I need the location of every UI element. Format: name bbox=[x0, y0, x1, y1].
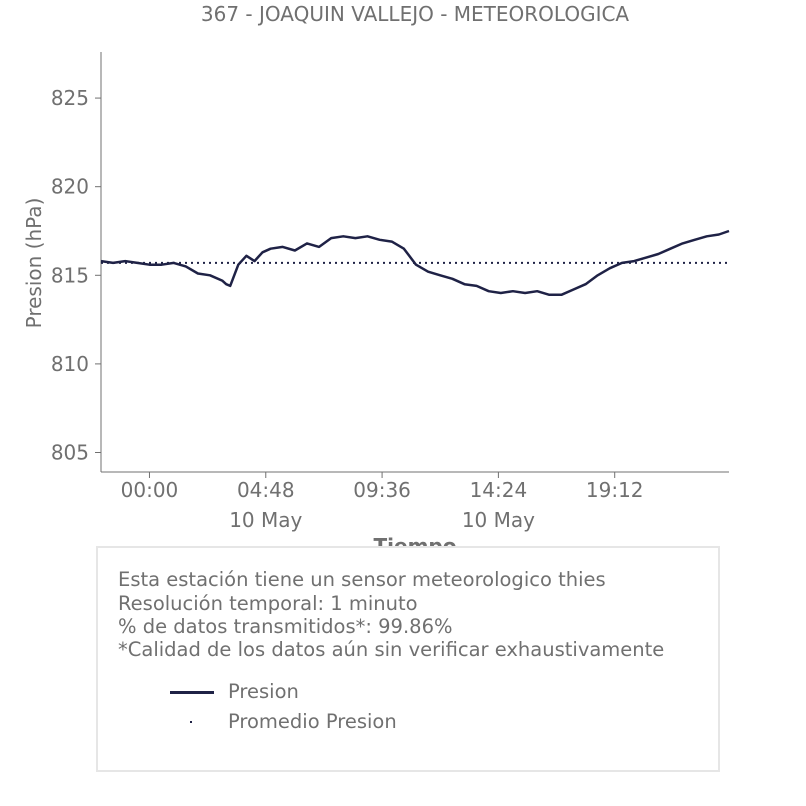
x-tick-sublabel: 10 May bbox=[229, 508, 302, 532]
info-line-quality-note: *Calidad de los datos aún sin verificar … bbox=[118, 638, 665, 661]
series-line-presion bbox=[100, 229, 730, 297]
x-tick-label: 19:12 bbox=[586, 478, 644, 502]
y-tick-label: 820 bbox=[51, 175, 89, 199]
legend-label-promedio: Promedio Presion bbox=[228, 710, 397, 733]
y-tick-label: 810 bbox=[51, 352, 89, 376]
y-axis-label: Presion (hPa) bbox=[22, 198, 46, 329]
info-line-transmitted: % de datos transmitidos*: 99.86% bbox=[118, 615, 453, 638]
y-tick-label: 815 bbox=[51, 263, 89, 287]
info-line-sensor: Esta estación tiene un sensor meteorolog… bbox=[118, 568, 606, 591]
x-tick-sublabel: 10 May bbox=[462, 508, 535, 532]
chart-title: 367 - JOAQUIN VALLEJO - METEOROLOGICA bbox=[200, 2, 630, 26]
legend-line-swatch bbox=[170, 691, 214, 694]
info-box: Esta estación tiene un sensor meteorolog… bbox=[96, 546, 720, 772]
legend-label-presion: Presion bbox=[228, 680, 299, 703]
x-tick-label: 09:36 bbox=[353, 478, 411, 502]
x-tick-label: 00:00 bbox=[121, 478, 179, 502]
legend-dot-swatch bbox=[190, 721, 192, 723]
x-tick-label: 04:48 bbox=[237, 478, 295, 502]
y-tick-label: 805 bbox=[51, 441, 89, 465]
x-tick-label: 14:24 bbox=[470, 478, 528, 502]
info-line-resolution: Resolución temporal: 1 minuto bbox=[118, 592, 418, 615]
y-tick-label: 825 bbox=[51, 86, 89, 110]
